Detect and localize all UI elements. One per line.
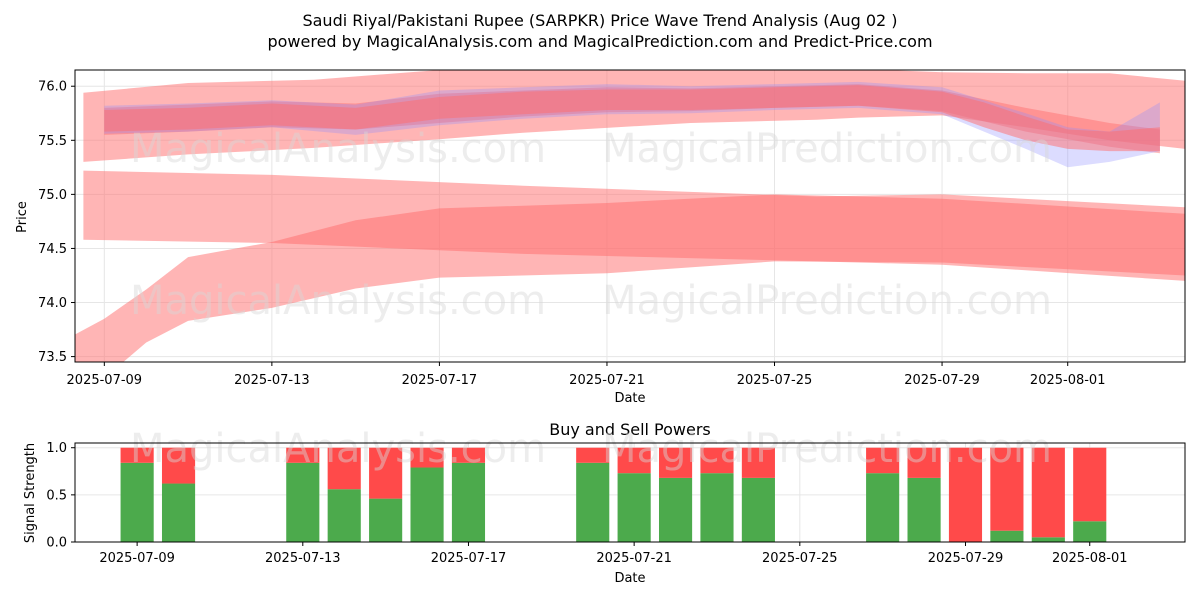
x-tick-label: 2025-07-25: [762, 551, 838, 566]
chart-title-line-2: powered by MagicalAnalysis.com and Magic…: [267, 32, 932, 51]
bar-chart-title: Buy and Sell Powers: [549, 420, 711, 439]
y-tick-label: 74.5: [38, 242, 67, 257]
x-tick-label: 2025-07-21: [596, 551, 672, 566]
y-tick-label: 73.5: [38, 350, 67, 365]
sell-bar: [948, 447, 983, 542]
buy-bar: [327, 489, 361, 542]
x-tick-label: 2025-08-01: [1030, 373, 1106, 388]
buy-bar: [410, 467, 444, 542]
price-plot-frame: [74, 69, 1186, 363]
y-tick-label: 75.0: [38, 188, 67, 203]
price-band-red-5: [104, 85, 1160, 152]
buy-bar: [741, 477, 775, 542]
x-tick-label: 2025-07-17: [431, 551, 507, 566]
price-axis-ticks: 73.5 74.0 74.5 75.0 75.5 76.0 2025-07-09 2025-0…: [38, 80, 1105, 388]
watermark-analysis: MagicalAnalysis.com: [130, 126, 546, 172]
y-tick-label: 76.0: [38, 80, 67, 95]
x-tick-label: 2025-07-13: [265, 551, 341, 566]
y-tick-label: 0.0: [46, 536, 67, 551]
sell-bar: [410, 447, 444, 468]
price-watermarks: MagicalAnalysis.com MagicalPrediction.co…: [130, 126, 1052, 324]
sell-bar: [576, 447, 610, 463]
x-tick-label: 2025-07-13: [234, 373, 310, 388]
buy-bar: [576, 462, 610, 542]
buy-bar: [161, 483, 196, 542]
watermark-prediction: MagicalPrediction.com: [602, 426, 1052, 472]
buy-bar: [907, 477, 941, 542]
sell-bar: [451, 447, 486, 463]
sell-bar: [866, 447, 900, 474]
x-tick-label: 2025-07-17: [402, 373, 478, 388]
buy-bar: [1073, 521, 1107, 542]
sell-bar: [741, 447, 775, 478]
sell-bar: [658, 447, 693, 478]
buy-bar: [120, 462, 154, 542]
buy-bar: [369, 498, 403, 542]
x-tick-label: 2025-07-09: [99, 551, 175, 566]
price-y-axis-label: Price: [15, 201, 30, 233]
price-x-axis-label: Date: [614, 391, 645, 406]
x-tick-label: 2025-07-21: [569, 373, 645, 388]
buy-bar: [286, 462, 320, 542]
signal-bars: [120, 447, 1107, 542]
bar-plot-frame: [74, 442, 1186, 543]
buy-bar: [866, 473, 900, 542]
y-tick-label: 74.0: [38, 296, 67, 311]
sell-bar: [617, 447, 651, 474]
buy-bar: [658, 477, 693, 542]
x-tick-label: 2025-07-09: [67, 373, 143, 388]
y-tick-label: 0.5: [46, 488, 67, 503]
bar-y-axis-label: Signal Strength: [23, 443, 38, 543]
watermark-analysis: MagicalAnalysis.com: [130, 278, 546, 324]
price-band-red-2: [75, 194, 1185, 362]
x-tick-label: 2025-07-25: [737, 373, 813, 388]
watermark-prediction: MagicalPrediction.com: [602, 126, 1052, 172]
y-tick-label: 1.0: [46, 441, 67, 456]
sell-bar: [1073, 447, 1107, 522]
x-tick-label: 2025-08-01: [1052, 551, 1128, 566]
sell-bar: [990, 447, 1024, 531]
sell-bar: [907, 447, 941, 478]
buy-bar: [1031, 537, 1065, 542]
x-tick-label: 2025-07-29: [904, 373, 980, 388]
buy-bar: [451, 462, 486, 542]
price-bands: [75, 70, 1185, 362]
watermark-analysis: MagicalAnalysis.com: [130, 426, 546, 472]
buy-bar: [700, 473, 734, 542]
chart-title-line-1: Saudi Riyal/Pakistani Rupee (SARPKR) Pri…: [302, 11, 897, 30]
bar-axis-ticks: 0.0 0.5 1.0 2025-07-09 2025-07-13 2025-07-17 2…: [46, 441, 1127, 566]
sell-bar: [369, 447, 403, 499]
bar-x-axis-label: Date: [614, 571, 645, 586]
sell-bar: [120, 447, 154, 463]
sell-bar: [1031, 447, 1065, 538]
watermark-prediction: MagicalPrediction.com: [602, 278, 1052, 324]
y-tick-label: 75.5: [38, 134, 67, 149]
x-tick-label: 2025-07-29: [928, 551, 1004, 566]
sell-bar: [700, 447, 734, 474]
bar-watermarks: MagicalAnalysis.com MagicalPrediction.co…: [130, 426, 1052, 472]
sell-bar: [286, 447, 320, 463]
buy-bar: [617, 473, 651, 542]
sell-bar: [327, 447, 361, 490]
sell-bar: [161, 447, 196, 484]
buy-bar: [990, 530, 1024, 542]
